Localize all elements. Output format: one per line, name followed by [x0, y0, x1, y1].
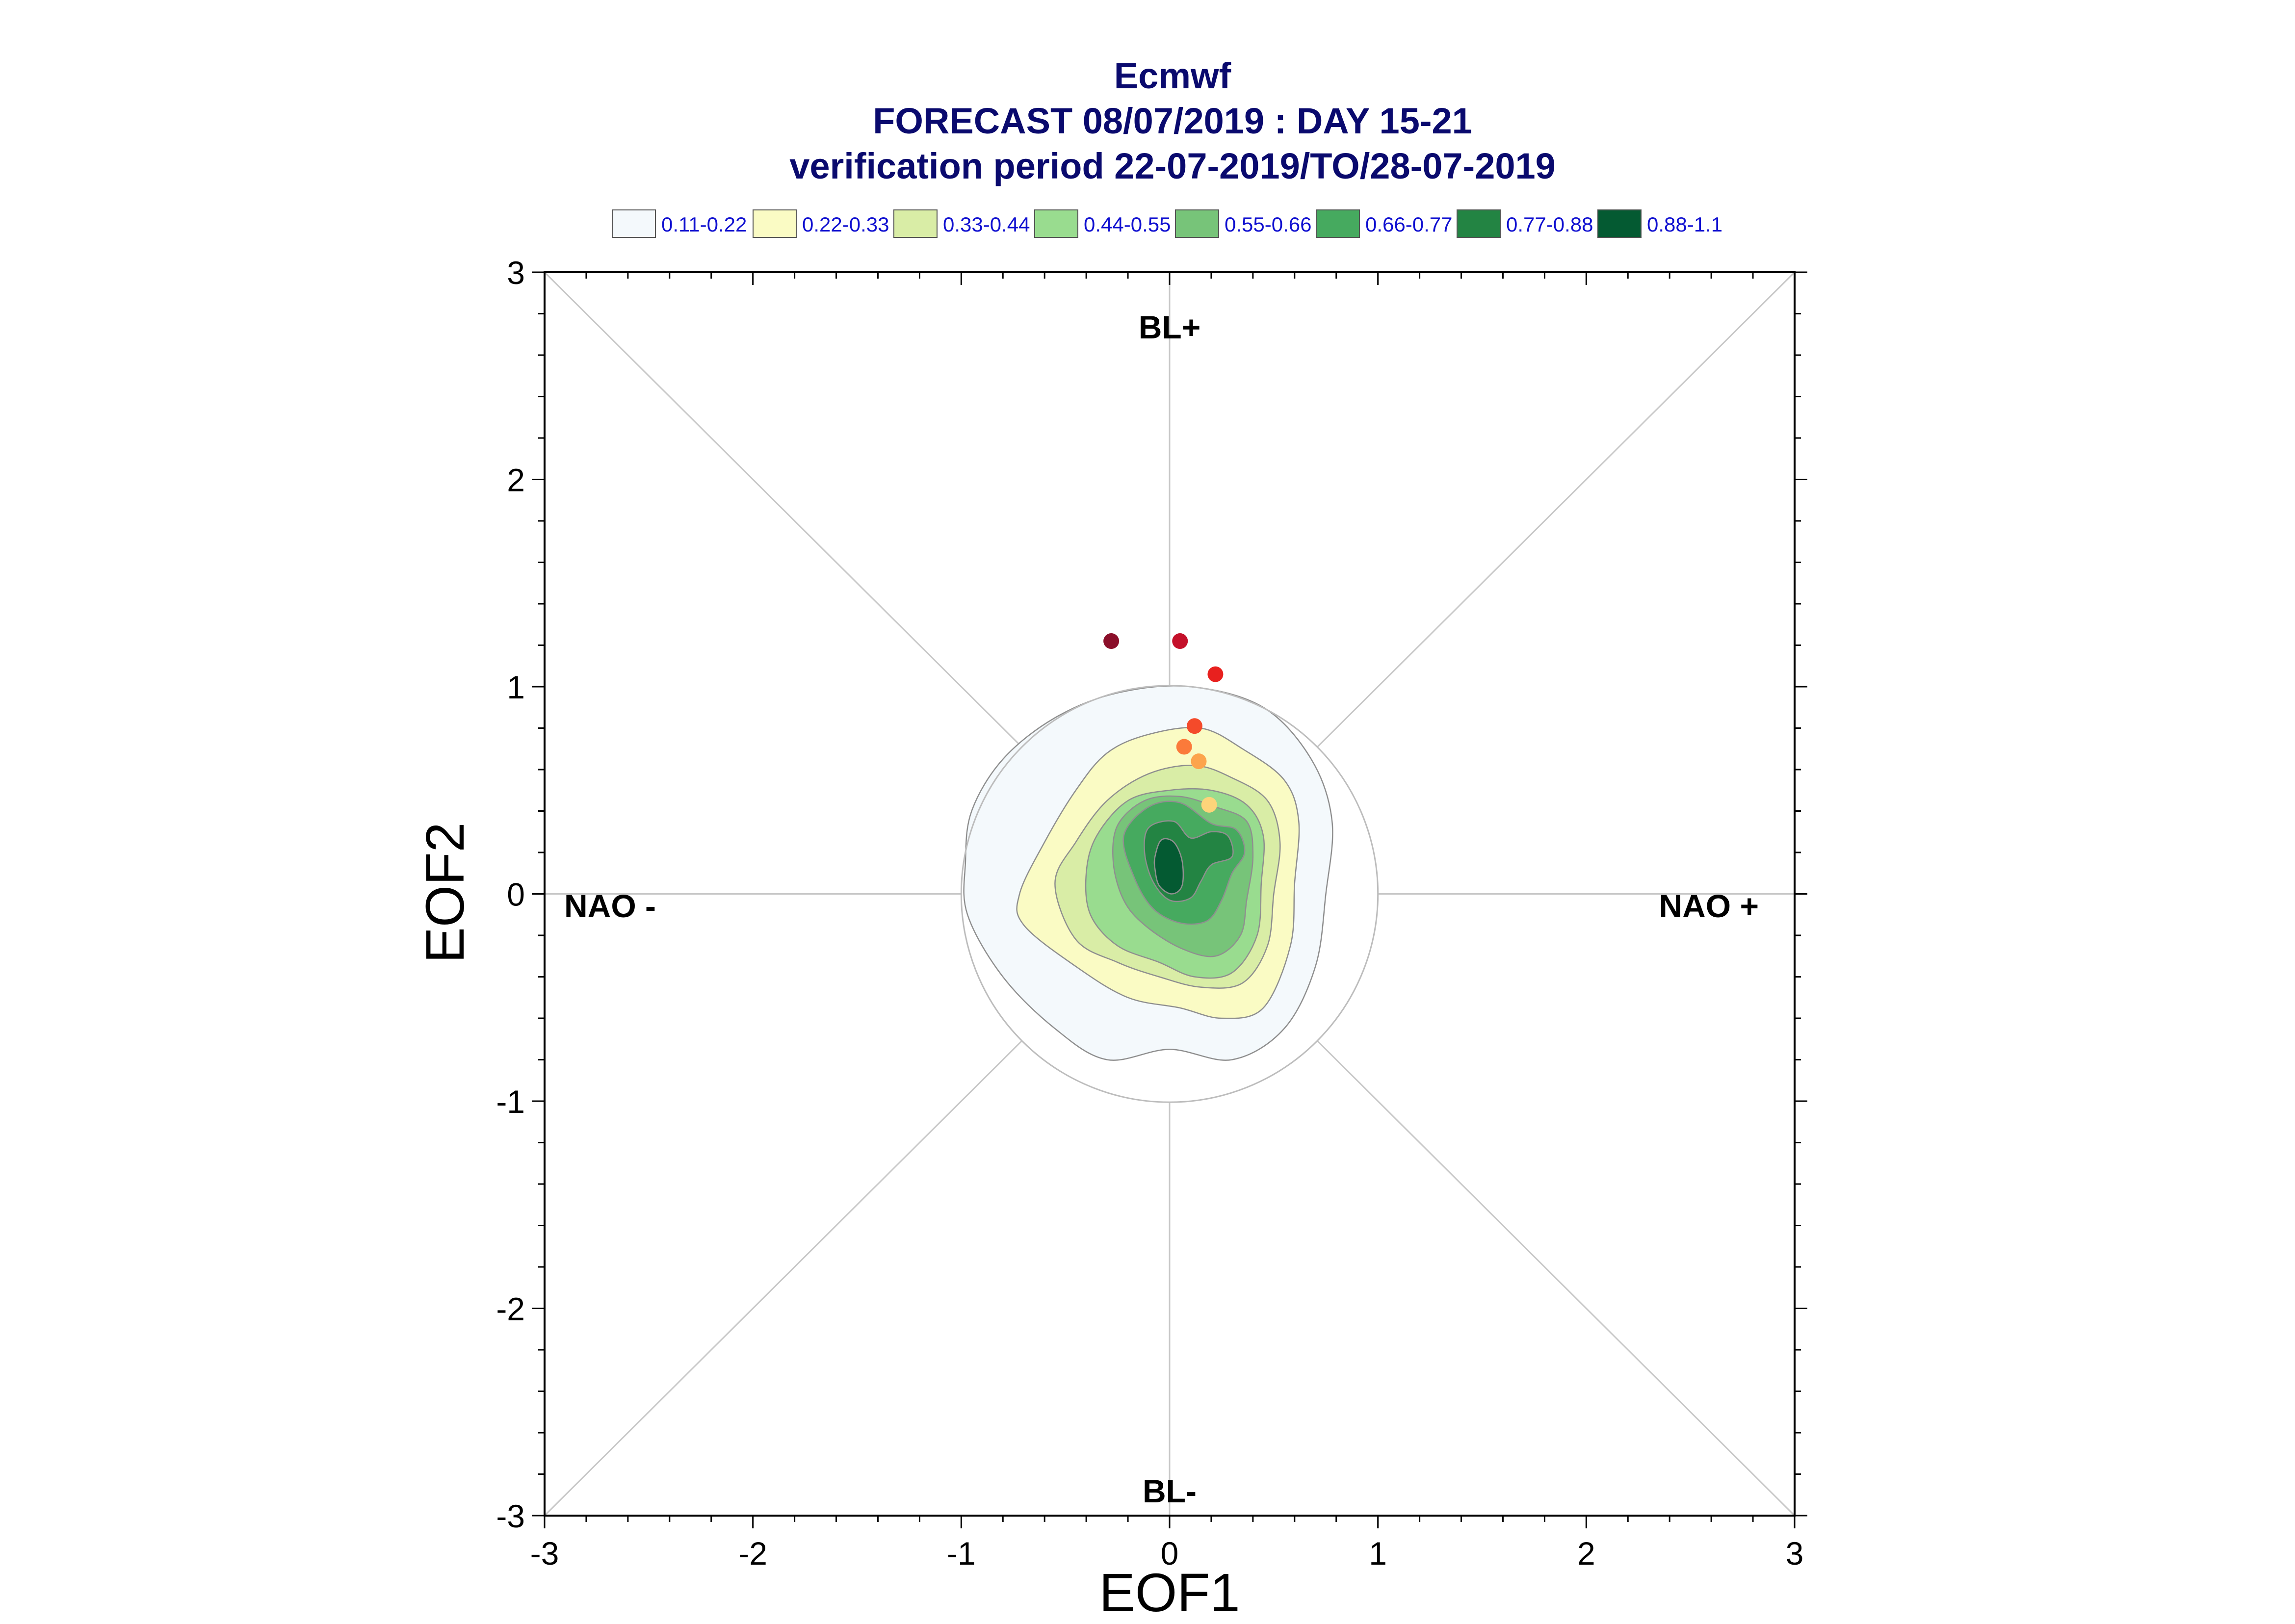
legend-swatch-1: [612, 209, 656, 238]
region-label-right: NAO +: [1659, 888, 1759, 924]
y-tick-label: -1: [496, 1083, 525, 1120]
density-contour-8: [1153, 838, 1184, 895]
density-contours: [961, 685, 1378, 1103]
x-axis-label: EOF1: [1099, 1563, 1240, 1623]
forecast-point-4: [1186, 718, 1202, 734]
legend-label-1: 0.11-0.22: [661, 213, 747, 236]
legend-swatch-3: [893, 209, 938, 238]
legend-swatch-7: [1457, 209, 1501, 238]
legend-swatch-5: [1175, 209, 1219, 238]
chart-title-line-3: verification period 22-07-2019/TO/28-07-…: [789, 146, 1556, 186]
y-tick-label: -3: [496, 1498, 525, 1534]
legend-label-7: 0.77-0.88: [1506, 213, 1593, 236]
x-tick-label: 2: [1577, 1535, 1595, 1572]
forecast-point-5: [1176, 739, 1192, 755]
legend-label-3: 0.33-0.44: [943, 213, 1030, 236]
forecast-point-2: [1172, 633, 1188, 649]
forecast-point-7: [1201, 797, 1217, 813]
legend-label-6: 0.66-0.77: [1365, 213, 1452, 236]
y-tick-label: 2: [507, 462, 525, 498]
chart-title-line-1: Ecmwf: [1114, 55, 1231, 96]
reference-circle-outline: [960, 685, 1379, 1103]
legend-label-5: 0.55-0.66: [1225, 213, 1311, 236]
x-tick-label: -1: [947, 1535, 976, 1572]
forecast-points: [1103, 633, 1224, 813]
region-label-top: BL+: [1139, 309, 1201, 345]
legend-label-2: 0.22-0.33: [802, 213, 889, 236]
forecast-point-3: [1207, 666, 1224, 682]
reference-circle: [960, 685, 1379, 1103]
region-label-bottom: BL-: [1143, 1473, 1197, 1509]
x-tick-label: -2: [738, 1535, 767, 1572]
forecast-point-6: [1191, 753, 1207, 770]
forecast-point-1: [1103, 633, 1120, 649]
y-tick-label: 3: [507, 255, 525, 291]
x-tick-label: 1: [1369, 1535, 1387, 1572]
x-tick-label: 0: [1161, 1535, 1179, 1572]
x-tick-label: 3: [1786, 1535, 1804, 1572]
x-tick-label: -3: [530, 1535, 559, 1572]
y-tick-label: 0: [507, 876, 525, 913]
plot-area: [532, 271, 1807, 1528]
legend: 0.11-0.22 0.22-0.33 0.33-0.44 0.44-0.55 0.55…: [612, 209, 1722, 238]
y-axis-label: EOF2: [415, 822, 475, 963]
y-tick-label: 1: [507, 669, 525, 705]
axis-ticks: [532, 271, 1807, 1528]
legend-label-8: 0.88-1.1: [1647, 213, 1722, 236]
region-label-left: NAO -: [564, 888, 656, 924]
legend-swatch-6: [1316, 209, 1360, 238]
y-tick-label: -2: [496, 1291, 525, 1327]
legend-label-4: 0.44-0.55: [1084, 213, 1171, 236]
legend-swatch-2: [753, 209, 797, 238]
legend-swatch-4: [1034, 209, 1078, 238]
chart-title-line-2: FORECAST 08/07/2019 : DAY 15-21: [873, 101, 1472, 141]
legend-swatch-8: [1597, 209, 1642, 238]
